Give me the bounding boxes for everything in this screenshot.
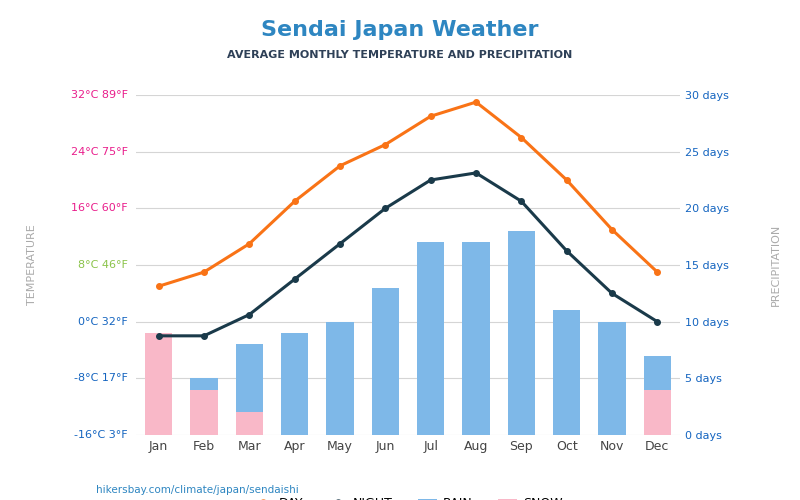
Text: Sendai Japan Weather: Sendai Japan Weather — [262, 20, 538, 40]
Text: hikersbay.com/climate/japan/sendaishi: hikersbay.com/climate/japan/sendaishi — [96, 485, 298, 495]
Bar — [281, 333, 308, 435]
Text: -8°C 17°F: -8°C 17°F — [74, 374, 128, 384]
Text: -16°C 3°F: -16°C 3°F — [74, 430, 128, 440]
Text: 16°C 60°F: 16°C 60°F — [71, 204, 128, 214]
Text: 8°C 46°F: 8°C 46°F — [78, 260, 128, 270]
Bar — [553, 310, 580, 435]
Text: 0°C 32°F: 0°C 32°F — [78, 316, 128, 326]
Bar — [145, 333, 172, 435]
Bar — [145, 367, 172, 435]
Bar — [508, 231, 535, 435]
Text: TEMPERATURE: TEMPERATURE — [27, 224, 37, 306]
Bar — [326, 322, 354, 435]
Bar — [417, 242, 444, 435]
Bar — [598, 322, 626, 435]
Bar — [462, 242, 490, 435]
Text: PRECIPITATION: PRECIPITATION — [771, 224, 781, 306]
Text: 32°C 89°F: 32°C 89°F — [71, 90, 128, 100]
Bar — [190, 378, 218, 435]
Bar — [236, 344, 263, 435]
Text: 24°C 75°F: 24°C 75°F — [71, 146, 128, 156]
Bar — [644, 356, 671, 435]
Bar — [644, 390, 671, 435]
Bar — [236, 412, 263, 435]
Legend: DAY, NIGHT, RAIN, SNOW: DAY, NIGHT, RAIN, SNOW — [249, 492, 567, 500]
Bar — [190, 390, 218, 435]
Text: AVERAGE MONTHLY TEMPERATURE AND PRECIPITATION: AVERAGE MONTHLY TEMPERATURE AND PRECIPIT… — [227, 50, 573, 60]
Bar — [372, 288, 399, 435]
